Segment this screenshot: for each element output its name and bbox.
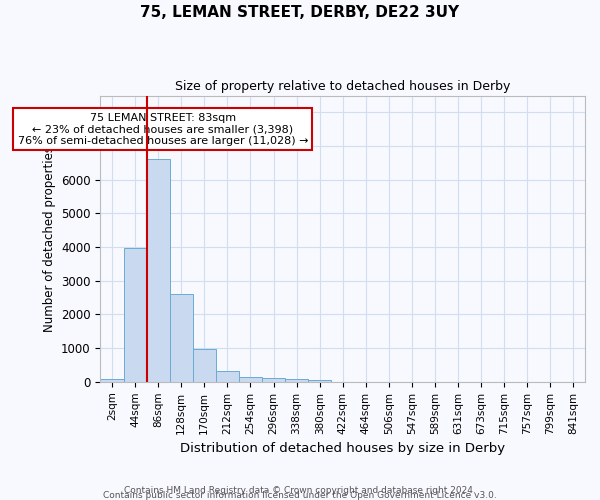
Bar (216, 371, 239, 382)
Bar (193, 350, 216, 382)
X-axis label: Distribution of detached houses by size in Derby: Distribution of detached houses by size … (180, 442, 505, 455)
Y-axis label: Number of detached properties: Number of detached properties (43, 146, 56, 332)
Bar (124, 248, 146, 382)
Bar (262, 378, 285, 382)
Text: 75, LEMAN STREET, DERBY, DE22 3UY: 75, LEMAN STREET, DERBY, DE22 3UY (140, 5, 460, 20)
Text: Contains HM Land Registry data © Crown copyright and database right 2024.: Contains HM Land Registry data © Crown c… (124, 486, 476, 495)
Bar (146, 159, 170, 382)
Bar (100, 379, 124, 382)
Text: 75 LEMAN STREET: 83sqm
← 23% of detached houses are smaller (3,398)
76% of semi-: 75 LEMAN STREET: 83sqm ← 23% of detached… (17, 112, 308, 146)
Bar (170, 294, 193, 382)
Title: Size of property relative to detached houses in Derby: Size of property relative to detached ho… (175, 80, 511, 93)
Bar (308, 380, 331, 382)
Text: Contains public sector information licensed under the Open Government Licence v3: Contains public sector information licen… (103, 491, 497, 500)
Bar (285, 380, 308, 382)
Bar (239, 377, 262, 382)
